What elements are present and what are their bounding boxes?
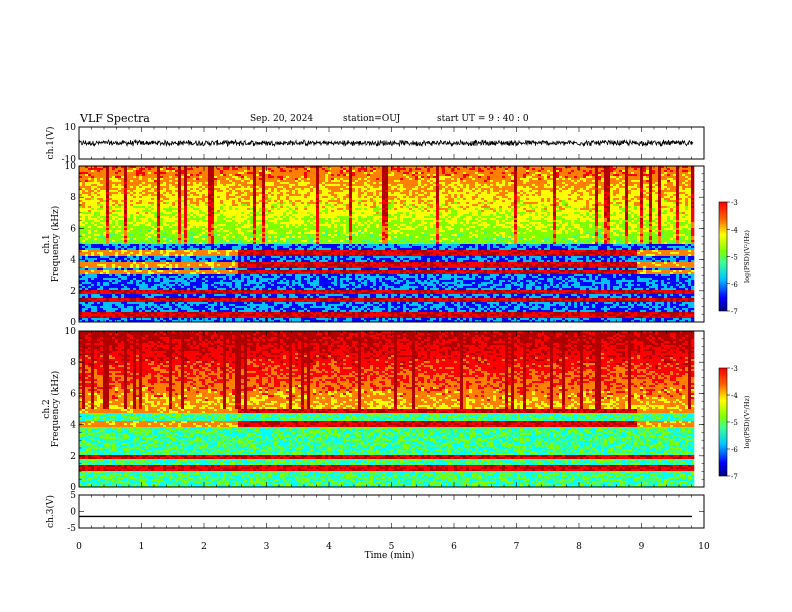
colorbar-tick-label: -7: [731, 473, 738, 481]
x-tick-label: 10: [698, 542, 710, 552]
y-axis-label: ch.1Frequency (kHz): [42, 206, 61, 283]
colorbar-tick-label: -6: [731, 281, 738, 289]
station-label: station=OUJ: [343, 114, 400, 124]
colorbar-tick-label: -3: [731, 199, 738, 207]
y-tick-label: 10: [65, 162, 77, 172]
y-tick-label: 0: [70, 318, 76, 328]
colorbar-label: log(PSD)(V²/Hz): [743, 395, 751, 448]
date-label: Sep. 20, 2024: [250, 114, 313, 124]
x-axis-label: Time (min): [365, 550, 415, 561]
y-tick-label: 2: [70, 452, 76, 462]
y-tick-label: 10: [65, 327, 77, 337]
x-tick-label: 3: [264, 542, 270, 552]
colorbar-label: log(PSD)(V²/Hz): [743, 230, 751, 283]
spectrogram-ch1: [79, 166, 695, 323]
start-time-label: start UT = 9 : 40 : 0: [437, 114, 529, 124]
y-tick-label: -5: [67, 524, 76, 534]
y-axis-label: ch.3(V): [45, 495, 56, 528]
y-tick-label: 6: [70, 224, 76, 234]
colorbar: [718, 367, 728, 477]
y-tick-label: 6: [70, 389, 76, 399]
chart-title: VLF Spectra: [80, 112, 150, 125]
y-tick-label: 2: [70, 287, 76, 297]
colorbar: [718, 201, 728, 312]
y-tick-label: 4: [70, 421, 76, 431]
x-tick-label: 6: [451, 542, 457, 552]
spectrogram-ch2: [79, 331, 695, 488]
x-tick-label: 8: [576, 542, 582, 552]
colorbar-tick-label: -5: [731, 254, 738, 262]
y-axis-label: ch.2Frequency (kHz): [42, 371, 61, 448]
y-tick-label: 8: [70, 193, 76, 203]
y-tick-label: 0: [70, 508, 76, 518]
x-tick-label: 1: [139, 542, 145, 552]
y-axis-label: ch.1(V): [45, 127, 56, 160]
colorbar-tick-label: -6: [731, 446, 738, 454]
x-tick-label: 5: [389, 542, 395, 552]
colorbar-tick-label: -5: [731, 419, 738, 427]
x-tick-label: 4: [326, 542, 332, 552]
x-tick-label: 7: [514, 542, 520, 552]
x-tick-label: 9: [639, 542, 645, 552]
ch1-waveform-trace: [78, 138, 694, 148]
x-tick-label: 0: [76, 542, 82, 552]
y-tick-label: 8: [70, 358, 76, 368]
y-tick-label: 4: [70, 256, 76, 266]
x-tick-label: 2: [201, 542, 207, 552]
colorbar-tick-label: -4: [731, 226, 738, 234]
y-tick-label: 0: [70, 483, 76, 493]
colorbar-tick-label: -3: [731, 365, 738, 373]
y-tick-label: 5: [70, 491, 76, 501]
colorbar-tick-label: -4: [731, 392, 738, 400]
colorbar-tick-label: -7: [731, 308, 738, 316]
y-tick-label: -10: [62, 155, 77, 165]
y-tick-label: 10: [65, 123, 77, 133]
